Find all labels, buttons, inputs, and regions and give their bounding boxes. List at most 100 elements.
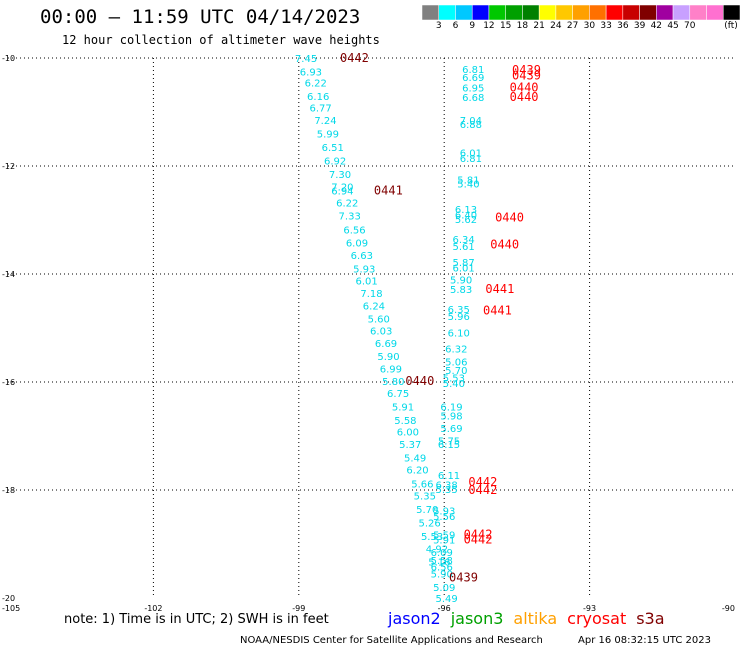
colorbar-swatch — [706, 5, 724, 21]
colorbar-tick: 21 — [533, 21, 545, 31]
orbit-number: 0442 — [468, 475, 497, 489]
swh-value: 6.99 — [380, 365, 402, 376]
orbit-number: 0439 — [449, 570, 478, 584]
orbit-number: 0439 — [512, 68, 541, 82]
lon-tick-label: -93 — [583, 604, 596, 613]
swh-value: 5.91 — [392, 402, 414, 413]
swh-value: 6.19 — [440, 402, 462, 413]
colorbar-unit: (ft) — [724, 21, 738, 31]
map-axes: -105 -102 -99 -96 -93 -90 -10 -12 -14 -16 -18 -20 — [2, 54, 735, 613]
page-title: 00:00 – 11:59 UTC 04/14/2023 — [40, 6, 361, 28]
lat-tick-label: -16 — [2, 378, 15, 387]
swh-value: 6.56 — [343, 226, 365, 237]
colorbar-swatch — [455, 5, 473, 21]
swh-value: 6.95 — [462, 84, 484, 95]
colorbar-tick: 3 — [435, 21, 442, 31]
orbit-labels: 0442044104400439043904390440044004400440… — [340, 51, 541, 584]
swh-value: 6.69 — [462, 73, 484, 84]
colorbar-swatch — [656, 5, 674, 21]
colorbar-tick: 45 — [667, 21, 679, 31]
colorbar-tick: 70 — [684, 21, 696, 31]
swh-value: 7.45 — [295, 54, 317, 65]
swh-value: 5.91 — [433, 536, 455, 547]
colorbar-swatch — [555, 5, 573, 21]
colorbar-swatch — [689, 5, 707, 21]
colorbar-swatch — [505, 5, 523, 21]
orbit-number: 0441 — [374, 183, 403, 197]
orbit-number: 0442 — [340, 51, 369, 65]
swh-value: 6.16 — [307, 92, 329, 103]
orbit-number: 0439 — [512, 63, 541, 77]
colorbar-swatch — [538, 5, 557, 21]
swh-value: 6.00 — [397, 428, 419, 439]
swh-value: 5.83 — [450, 285, 472, 296]
swh-value: 5.35 — [414, 491, 436, 502]
lon-tick-label: -90 — [722, 604, 735, 613]
swh-value: 5.58 — [394, 416, 416, 427]
legend-altika: altika — [513, 609, 558, 628]
colorbar-tick: 36 — [617, 21, 629, 31]
colorbar-tick: 42 — [650, 21, 663, 31]
swh-value: 6.77 — [309, 104, 331, 115]
footer-timestamp: Apr 16 08:32:15 UTC 2023 — [578, 635, 711, 646]
swh-value: 6.22 — [336, 199, 358, 210]
swh-value: 6.93 — [300, 68, 322, 79]
colorbar-swatch — [488, 5, 506, 21]
lon-tick-label: -105 — [2, 604, 20, 613]
colorbar-tick: 27 — [566, 21, 579, 31]
lat-tick-label: -14 — [2, 270, 15, 279]
swh-value: 6.81 — [462, 65, 484, 76]
colorbar-swatch — [639, 5, 657, 21]
swh-value: 6.09 — [346, 239, 368, 250]
swh-value: 6.75 — [387, 389, 409, 400]
swh-value: 6.94 — [331, 186, 353, 197]
swh-value: 6.01 — [460, 149, 482, 160]
swh-value: 5.53 — [443, 374, 465, 385]
swh-value: 5.06 — [445, 357, 467, 368]
colorbar-swatch — [723, 5, 740, 21]
lon-tick-label: -102 — [144, 604, 162, 613]
swh-value: 6.11 — [438, 471, 460, 482]
swh-value: 5.61 — [452, 242, 474, 253]
page-subtitle: 12 hour collection of altimeter wave hei… — [62, 33, 380, 47]
colorbar-swatch — [672, 5, 691, 21]
legend-cryosat: cryosat — [567, 609, 627, 628]
swh-value: 5.93 — [433, 507, 455, 518]
swh-value: 5.56 — [433, 512, 455, 523]
swh-value: 5.40 — [457, 179, 479, 190]
swh-value: 6.88 — [460, 120, 482, 131]
swh-value: 5.26 — [419, 518, 441, 529]
swh-value: 5.80 — [382, 377, 404, 388]
swh-value: 6.34 — [452, 235, 474, 246]
swh-value: 5.37 — [399, 440, 421, 451]
swh-value: 5.98 — [440, 411, 462, 422]
swh-value: 5.90 — [377, 352, 399, 363]
colorbar-tick: 9 — [469, 21, 476, 31]
colorbar-swatch — [438, 5, 456, 21]
swh-value: 6.40 — [455, 211, 477, 222]
orbit-number: 0440 — [495, 210, 524, 224]
swh-value: 5.60 — [368, 314, 390, 325]
swh-value: 5.49 — [404, 454, 426, 465]
swh-value: 5.70 — [445, 366, 467, 377]
colorbar-ticks: 3 6 9 12 15 18 21 24 27 30 33 36 39 42 45 70 (ft) — [422, 21, 740, 33]
satellite-legend: jason2 jason3 altika cryosat s3a — [388, 609, 675, 628]
swh-value: 5.69 — [440, 424, 462, 435]
orbit-number: 0442 — [464, 533, 493, 547]
colorbar-swatch — [572, 5, 590, 21]
legend-jason2: jason2 — [388, 609, 441, 628]
swh-value: 4.92 — [426, 544, 448, 555]
lon-tick-label: -96 — [438, 604, 451, 613]
swh-value: 6.10 — [448, 328, 470, 339]
swh-value: 7.24 — [314, 116, 336, 127]
lat-tick-label: -18 — [2, 486, 15, 495]
orbit-number: 0442 — [464, 527, 493, 541]
swh-value: 6.56 — [431, 563, 453, 574]
orbit-number: 0441 — [485, 282, 514, 296]
orbit-number: 0442 — [468, 483, 497, 497]
swh-value: 6.22 — [305, 78, 327, 89]
swh-value: 6.01 — [452, 264, 474, 275]
lon-tick-label: -99 — [292, 604, 305, 613]
colorbar-swatch — [589, 5, 607, 21]
